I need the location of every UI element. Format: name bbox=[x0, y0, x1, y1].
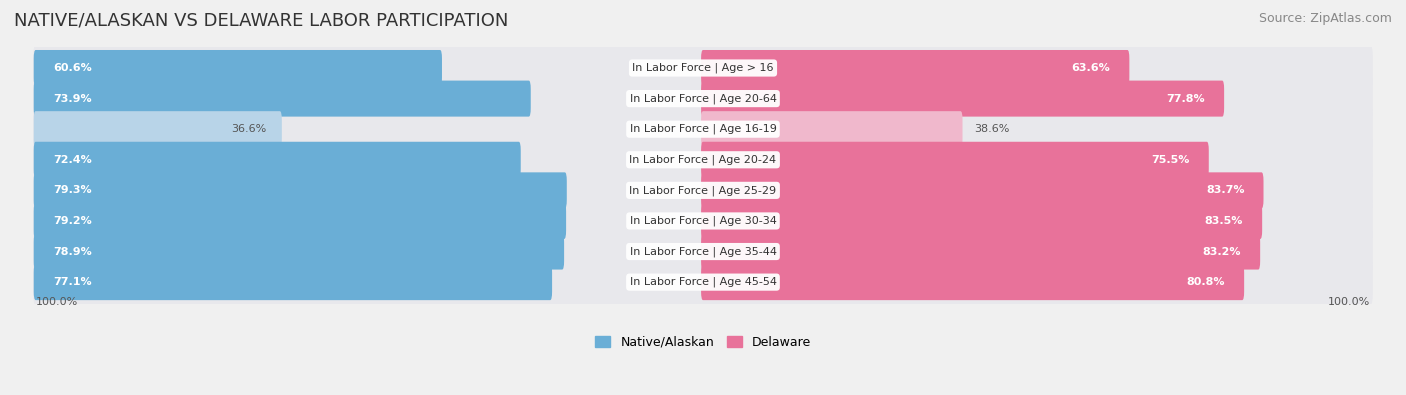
FancyBboxPatch shape bbox=[34, 198, 1372, 244]
FancyBboxPatch shape bbox=[34, 107, 1372, 152]
FancyBboxPatch shape bbox=[702, 264, 1244, 300]
Text: 79.2%: 79.2% bbox=[53, 216, 91, 226]
Text: In Labor Force | Age 20-64: In Labor Force | Age 20-64 bbox=[630, 93, 776, 104]
Text: In Labor Force | Age 35-44: In Labor Force | Age 35-44 bbox=[630, 246, 776, 257]
Text: 100.0%: 100.0% bbox=[35, 297, 77, 307]
FancyBboxPatch shape bbox=[34, 168, 1372, 213]
FancyBboxPatch shape bbox=[34, 172, 567, 209]
FancyBboxPatch shape bbox=[702, 81, 1225, 117]
FancyBboxPatch shape bbox=[34, 111, 281, 147]
Text: 80.8%: 80.8% bbox=[1187, 277, 1225, 287]
Text: In Labor Force | Age 25-29: In Labor Force | Age 25-29 bbox=[630, 185, 776, 196]
Text: In Labor Force | Age 16-19: In Labor Force | Age 16-19 bbox=[630, 124, 776, 134]
FancyBboxPatch shape bbox=[34, 50, 441, 86]
Text: 63.6%: 63.6% bbox=[1071, 63, 1111, 73]
FancyBboxPatch shape bbox=[34, 76, 1372, 121]
Text: 73.9%: 73.9% bbox=[53, 94, 91, 103]
Legend: Native/Alaskan, Delaware: Native/Alaskan, Delaware bbox=[591, 331, 815, 354]
FancyBboxPatch shape bbox=[702, 142, 1209, 178]
FancyBboxPatch shape bbox=[34, 45, 1372, 91]
Text: 100.0%: 100.0% bbox=[1329, 297, 1371, 307]
FancyBboxPatch shape bbox=[34, 137, 1372, 182]
Text: 77.1%: 77.1% bbox=[53, 277, 91, 287]
Text: 75.5%: 75.5% bbox=[1152, 155, 1189, 165]
FancyBboxPatch shape bbox=[34, 142, 520, 178]
Text: 83.7%: 83.7% bbox=[1206, 185, 1244, 196]
Text: In Labor Force | Age 45-54: In Labor Force | Age 45-54 bbox=[630, 277, 776, 288]
FancyBboxPatch shape bbox=[702, 233, 1260, 269]
Text: In Labor Force | Age 30-34: In Labor Force | Age 30-34 bbox=[630, 216, 776, 226]
FancyBboxPatch shape bbox=[702, 50, 1129, 86]
FancyBboxPatch shape bbox=[34, 260, 1372, 305]
FancyBboxPatch shape bbox=[702, 111, 963, 147]
Text: 83.2%: 83.2% bbox=[1202, 246, 1241, 256]
FancyBboxPatch shape bbox=[34, 264, 553, 300]
Text: 77.8%: 77.8% bbox=[1167, 94, 1205, 103]
FancyBboxPatch shape bbox=[34, 203, 567, 239]
Text: NATIVE/ALASKAN VS DELAWARE LABOR PARTICIPATION: NATIVE/ALASKAN VS DELAWARE LABOR PARTICI… bbox=[14, 12, 509, 30]
FancyBboxPatch shape bbox=[702, 172, 1264, 209]
FancyBboxPatch shape bbox=[34, 81, 530, 117]
Text: In Labor Force | Age > 16: In Labor Force | Age > 16 bbox=[633, 63, 773, 73]
Text: 78.9%: 78.9% bbox=[53, 246, 91, 256]
FancyBboxPatch shape bbox=[702, 203, 1263, 239]
Text: 83.5%: 83.5% bbox=[1205, 216, 1243, 226]
FancyBboxPatch shape bbox=[34, 233, 564, 269]
Text: In Labor Force | Age 20-24: In Labor Force | Age 20-24 bbox=[630, 154, 776, 165]
Text: Source: ZipAtlas.com: Source: ZipAtlas.com bbox=[1258, 12, 1392, 25]
Text: 36.6%: 36.6% bbox=[231, 124, 266, 134]
Text: 79.3%: 79.3% bbox=[53, 185, 91, 196]
Text: 72.4%: 72.4% bbox=[53, 155, 91, 165]
FancyBboxPatch shape bbox=[34, 229, 1372, 274]
Text: 60.6%: 60.6% bbox=[53, 63, 91, 73]
Text: 38.6%: 38.6% bbox=[974, 124, 1010, 134]
